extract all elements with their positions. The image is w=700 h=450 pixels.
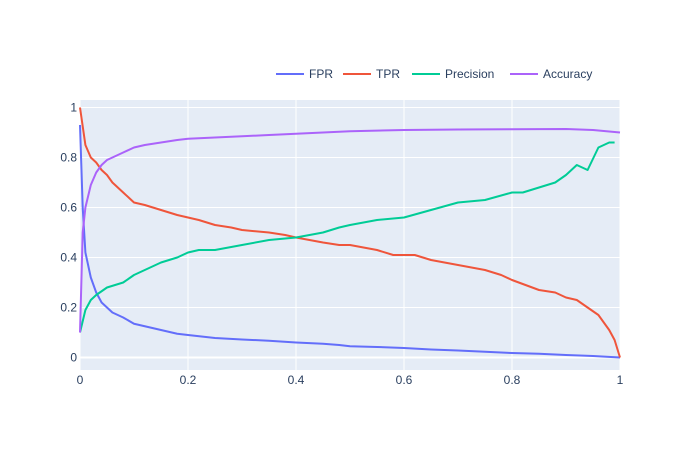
series-line-fpr <box>79 124 621 359</box>
y-tick-label: 0.2 <box>60 301 77 315</box>
legend-item-precision[interactable]: Precision <box>412 67 494 81</box>
legend-item-tpr[interactable]: TPR <box>343 67 400 81</box>
series-line-tpr <box>79 107 621 358</box>
x-tick-label: 0 <box>77 373 84 387</box>
legend-label: Accuracy <box>543 67 592 81</box>
y-tick-label: 0 <box>70 351 77 365</box>
legend-label: Precision <box>445 67 494 81</box>
series-line-accuracy <box>79 128 621 333</box>
x-tick-label: 0.2 <box>180 373 197 387</box>
legend-item-fpr[interactable]: FPR <box>276 67 333 81</box>
series-lines <box>79 107 621 359</box>
plot-area-background <box>80 100 620 370</box>
y-axis-ticks: 0 0.2 0.4 0.6 0.8 1 <box>60 101 77 365</box>
y-tick-label: 0.8 <box>60 151 77 165</box>
x-tick-label: 0.6 <box>396 373 413 387</box>
x-tick-label: 1 <box>617 373 624 387</box>
legend-item-accuracy[interactable]: Accuracy <box>510 67 592 81</box>
y-tick-label: 1 <box>70 101 77 115</box>
x-tick-label: 0.8 <box>504 373 521 387</box>
series-line-precision <box>79 141 615 333</box>
y-tick-label: 0.6 <box>60 201 77 215</box>
y-tick-label: 0.4 <box>60 251 77 265</box>
grid-lines <box>79 100 621 370</box>
legend-label: TPR <box>376 67 400 81</box>
x-axis-ticks: 0 0.2 0.4 0.6 0.8 1 <box>77 373 624 387</box>
legend-label: FPR <box>309 67 333 81</box>
legend[interactable]: FPR TPR Precision Accuracy <box>276 67 592 81</box>
x-tick-label: 0.4 <box>288 373 305 387</box>
